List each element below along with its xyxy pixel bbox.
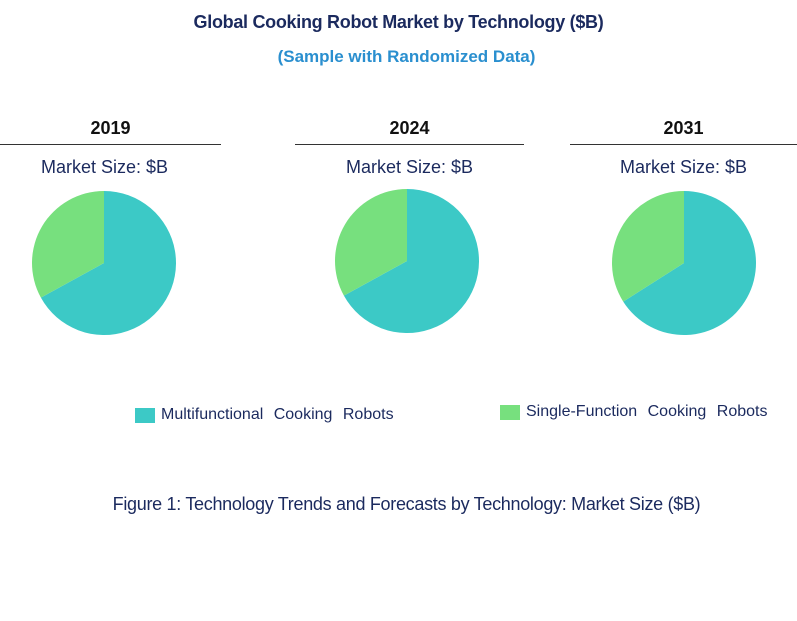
pie-slice-multifunctional [623,191,756,335]
pie-chart-2024 [335,189,479,333]
divider-line [0,144,221,145]
market-size-label: Market Size: $B [345,157,474,177]
legend-swatch [135,407,155,423]
divider-line [295,144,524,145]
pie-slice-single-function [612,191,684,302]
legend-swatch [500,404,520,420]
chart-subtitle: (Sample with Randomized Data) [277,47,536,66]
pie-slice-single-function [31,191,104,298]
panel-2024: 2024 Market Size: $B [295,118,524,179]
pie-chart-2031 [612,191,756,335]
market-size-label: Market Size: $B [619,157,748,177]
legend-item-single-function: Single-Function Cooking Robots [500,403,767,421]
pie-chart-2019 [31,191,177,335]
market-size-label: Market Size: $B [40,157,169,177]
legend-label: Single-Function Cooking Robots [526,403,768,420]
legend-label: Multifunctional Cooking Robots [161,406,394,423]
legend-item-multifunctional: Multifunctional Cooking Robots [135,406,394,424]
panel-2031: 2031 Market Size: $B [570,118,797,179]
pie-slice-multifunctional [343,189,479,333]
year-label: 2031 [663,118,704,138]
panel-2019: 2019 Market Size: $B [0,118,221,179]
figure-caption: Figure 1: Technology Trends and Forecast… [112,494,701,514]
chart-title: Global Cooking Robot Market by Technolog… [193,12,604,32]
year-label: 2019 [90,118,131,138]
pie-slice-single-function [335,189,407,296]
divider-line [570,144,797,145]
pie-slice-multifunctional [40,191,177,335]
year-label: 2024 [389,118,430,138]
